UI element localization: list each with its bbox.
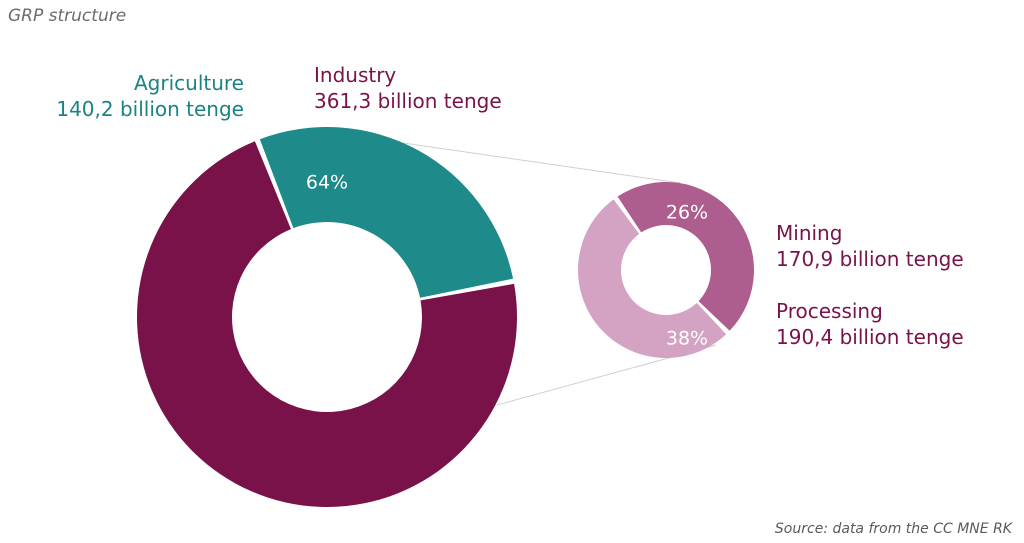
agriculture-value: 140,2 billion tenge [56, 97, 244, 121]
legend-label-mining: Mining 170,9 billion tenge [776, 220, 964, 272]
main-donut: 36%64% [137, 127, 517, 508]
legend-label-agriculture: Agriculture 140,2 billion tenge [56, 70, 244, 122]
mining-name: Mining [776, 221, 843, 245]
percent-label-industry: 64% [306, 172, 348, 194]
percent-label-mining: 26% [666, 202, 708, 224]
slice-mining [617, 181, 755, 331]
processing-name: Processing [776, 299, 883, 323]
legend-label-industry: Industry 361,3 billion tenge [314, 62, 502, 114]
industry-name: Industry [314, 63, 397, 87]
slice-agriculture [259, 127, 514, 298]
slice-industry [137, 141, 517, 508]
industry-value: 361,3 billion tenge [314, 89, 502, 113]
percent-label-processing: 38% [666, 328, 708, 350]
legend-label-processing: Processing 190,4 billion tenge [776, 298, 964, 350]
agriculture-name: Agriculture [134, 71, 244, 95]
processing-value: 190,4 billion tenge [776, 325, 964, 349]
connector-line-1 [402, 142, 681, 184]
slice-processing [578, 199, 727, 358]
industry-breakdown-donut: 26% 38% [578, 181, 755, 358]
chart-title: GRP structure [8, 6, 127, 26]
mining-value: 170,9 billion tenge [776, 247, 964, 271]
source-note: Source: data from the CC MNE RK [774, 521, 1012, 537]
